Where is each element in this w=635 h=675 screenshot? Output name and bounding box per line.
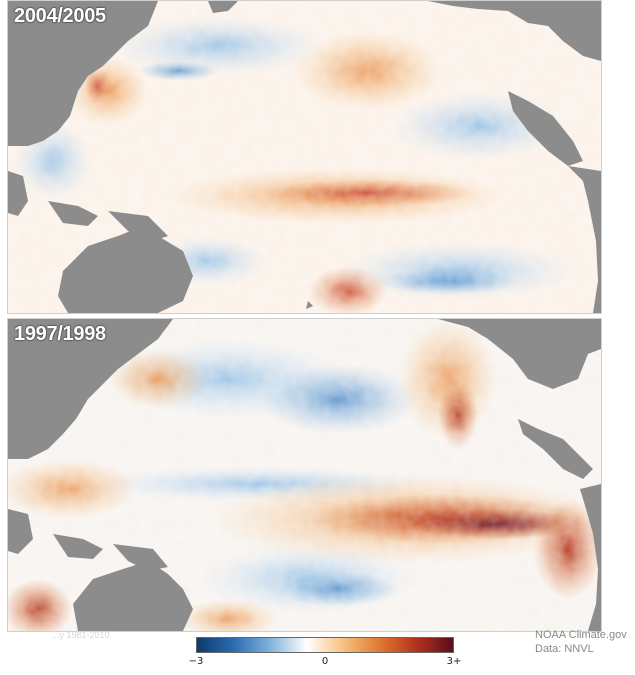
colorbar-tick-zero: 0 [321,656,329,667]
map-panel-2004-2005: 2004/2005 [7,0,602,314]
land-masses [8,1,601,313]
credit-data: Data: NNVL [535,643,594,655]
baseline-note: ...y 1981-2010 [52,630,110,640]
land-masses [8,319,601,631]
colorbar-gradient [196,637,454,653]
panel-label-1997-1998: 1997/1998 [14,323,106,345]
colorbar-tick-max: 3+ [446,656,462,667]
colorbar-legend: −3 0 3+ [189,637,461,675]
sea-temperature-map-2004-2005 [8,1,601,313]
panel-label-2004-2005: 2004/2005 [14,5,106,27]
credit-source: NOAA Climate.gov [535,629,627,641]
sea-temperature-map-1997-1998 [8,319,601,631]
colorbar-tick-min: −3 [188,656,204,667]
map-panel-1997-1998: 1997/1998 [7,318,602,632]
credit-block: NOAA Climate.gov Data: NNVL [535,628,627,656]
